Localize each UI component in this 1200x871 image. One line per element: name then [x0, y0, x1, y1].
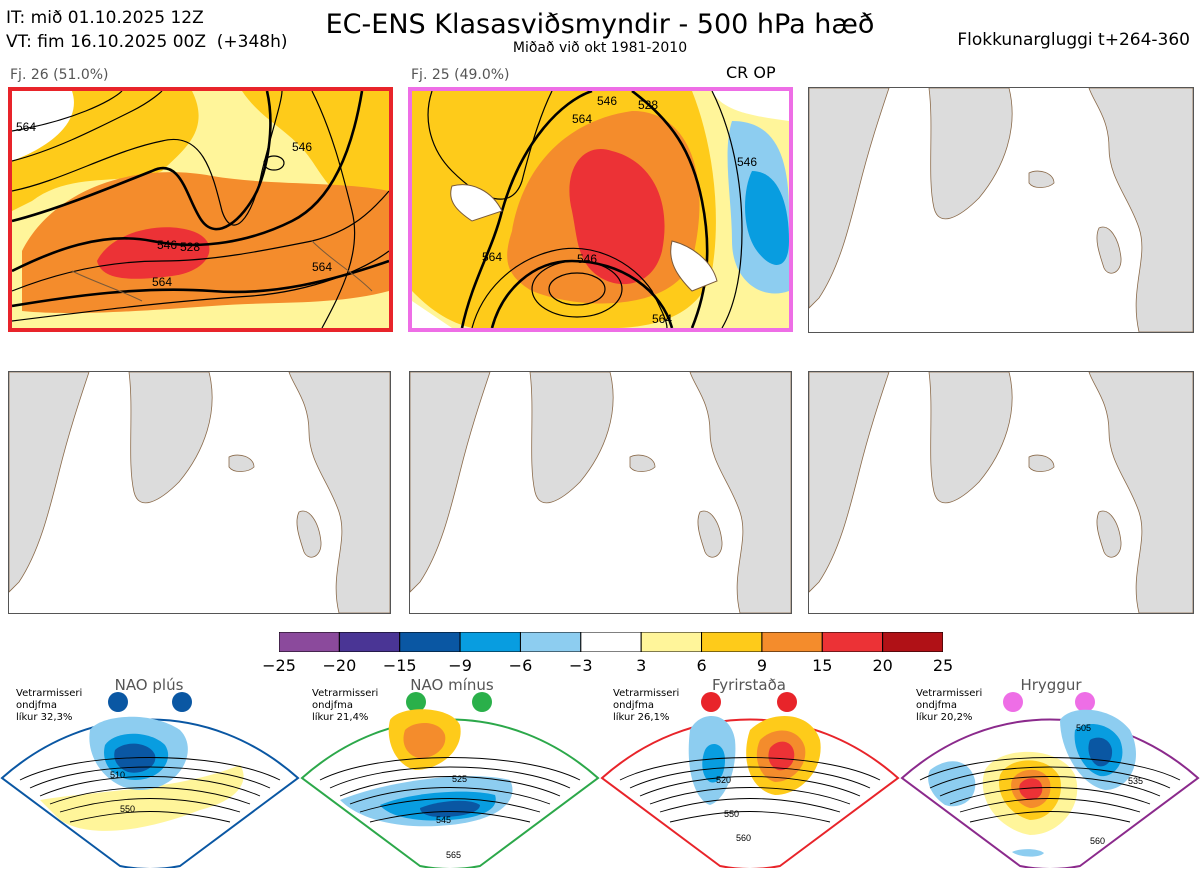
valid-time: VT: fim 16.10.2025 00Z (+348h) — [6, 32, 288, 52]
contour-label: 546 — [737, 155, 757, 169]
colorbar-tick-label: −20 — [322, 656, 357, 675]
regime-3-title: Fyrirstaða — [712, 676, 786, 694]
contour-label: 560 — [736, 833, 751, 843]
page-subtitle: Miðað við okt 1981-2010 — [512, 40, 688, 56]
empty-map-graphic — [809, 372, 1193, 613]
colorbar-swatch — [399, 632, 461, 652]
contour-label: 525 — [452, 774, 467, 784]
contour-label: 550 — [724, 809, 739, 819]
contour-label: 505 — [1076, 723, 1091, 733]
colorbar-swatch — [701, 632, 763, 652]
colorbar-tick-label: 20 — [872, 656, 893, 675]
contour-label: 564 — [652, 312, 672, 326]
colorbar-tick-label: 3 — [636, 656, 647, 675]
contour-label: 545 — [436, 815, 451, 825]
colorbar-tick-label: 6 — [696, 656, 707, 675]
colorbar-swatch — [821, 632, 884, 652]
cluster-map-5[interactable] — [409, 371, 792, 614]
regime-map-nao-minus[interactable]: 525 545 565 — [300, 700, 600, 868]
empty-map-graphic — [809, 88, 1193, 332]
contour-label: 564 — [152, 275, 172, 289]
empty-map-graphic — [410, 372, 791, 613]
cluster-map-2-graphic: 564 546 528 546 564 546 564 — [412, 91, 789, 328]
cluster-map-4[interactable] — [8, 371, 391, 614]
contour-label: 535 — [1128, 776, 1143, 786]
regime-2-dot — [472, 692, 492, 712]
regime-3-dot — [777, 692, 797, 712]
window-label: Flokkunargluggi t+264-360 — [957, 30, 1190, 50]
regime-1-title: NAO plús — [114, 676, 184, 694]
colorbar-swatch — [882, 632, 943, 652]
regime-map-nao-plus[interactable]: 510 550 — [0, 700, 300, 868]
regime-1-note: Vetrarmisseri ondjfma líkur 32,3% — [16, 688, 83, 723]
panel-1-label: Fj. 26 (51.0%) — [10, 67, 109, 83]
colorbar-tick-label: 9 — [756, 656, 767, 675]
cluster-map-1-graphic: 528 546 564 546 564 564 — [12, 91, 389, 328]
regime-4-dot — [1003, 692, 1023, 712]
regime-map-ridge[interactable]: 505 535 560 — [900, 700, 1200, 868]
regime-1-dot — [172, 692, 192, 712]
empty-map-graphic — [9, 372, 390, 613]
regime-4-dot — [1075, 692, 1095, 712]
regime-2-title: NAO mínus — [410, 676, 494, 694]
colorbar-tick-label: −15 — [382, 656, 417, 675]
contour-label: 528 — [180, 240, 200, 254]
regime-1-dot — [108, 692, 128, 712]
regime-3-dot — [701, 692, 721, 712]
cluster-map-3[interactable] — [808, 87, 1194, 333]
cluster-map-6[interactable] — [808, 371, 1194, 614]
contour-label: 560 — [1090, 836, 1105, 846]
contour-label: 550 — [120, 804, 135, 814]
regime-map-blocking[interactable]: 520 550 560 — [600, 700, 900, 868]
colorbar-tick-label: 25 — [932, 656, 954, 675]
header-info: IT: mið 01.10.2025 12Z VT: fim 16.10.2025… — [6, 6, 288, 54]
colorbar-tick-label: −9 — [448, 656, 472, 675]
panel-2-label: Fj. 25 (49.0%) — [411, 67, 510, 83]
colorbar-swatch — [459, 632, 521, 652]
contour-label: 565 — [446, 850, 461, 860]
regime-4-title: Hryggur — [1020, 676, 1082, 694]
colorbar-swatch — [761, 632, 823, 652]
contour-label: 564 — [312, 260, 332, 274]
colorbar-tick-label: −3 — [569, 656, 593, 675]
contour-label: 546 — [292, 140, 312, 154]
contour-label: 564 — [572, 112, 592, 126]
contour-label: 564 — [482, 250, 502, 264]
regime-2-note: Vetrarmisseri ondjfma líkur 21,4% — [312, 688, 379, 723]
contour-label: 520 — [716, 775, 731, 785]
contour-label: 546 — [597, 94, 617, 108]
colorbar-swatch — [640, 632, 703, 652]
colorbar-swatch — [338, 632, 401, 652]
colorbar-swatch — [279, 632, 340, 652]
colorbar-tick-label: 15 — [812, 656, 833, 675]
contour-label: 510 — [110, 770, 125, 780]
contour-label: 564 — [16, 120, 36, 134]
page-title: EC-ENS Klasasviðsmyndir - 500 hPa hæð — [325, 9, 875, 40]
colorbar-tick-label: −25 — [262, 656, 296, 675]
regime-4-note: Vetrarmisseri ondjfma líkur 20,2% — [916, 688, 983, 723]
regime-3-note: Vetrarmisseri ondjfma líkur 26,1% — [613, 688, 680, 723]
cluster-map-1[interactable]: 528 546 564 546 564 564 — [8, 87, 393, 332]
regime-2-dot — [406, 692, 426, 712]
colorbar-swatch — [519, 632, 582, 652]
contour-label: 546 — [577, 252, 597, 266]
init-time: IT: mið 01.10.2025 12Z — [6, 8, 204, 28]
colorbar-swatch — [580, 632, 642, 652]
contour-label: 528 — [638, 98, 658, 112]
colorbar — [279, 632, 943, 652]
panel-2-tag: CR OP — [726, 63, 776, 82]
colorbar-tick-label: −6 — [508, 656, 533, 675]
cluster-map-2[interactable]: 564 546 528 546 564 546 564 — [408, 87, 793, 332]
contour-label: 546 — [157, 238, 177, 252]
